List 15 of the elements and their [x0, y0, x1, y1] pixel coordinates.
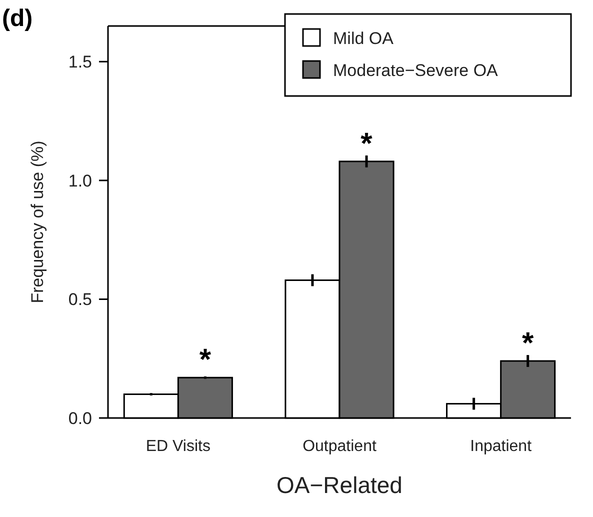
y-tick-label: 0.0 [68, 408, 92, 428]
annotation: * [360, 127, 373, 160]
annotation: * [522, 326, 534, 360]
x-axis-title: OA−Related [276, 472, 402, 498]
legend-label: Moderate−Severe OA [333, 60, 499, 80]
legend-label: Mild OA [333, 28, 394, 48]
y-tick-label: 1.5 [68, 52, 92, 72]
x-tick-label: Inpatient [470, 438, 532, 455]
y-tick-label: 0.5 [68, 290, 92, 310]
annotation: * [199, 344, 212, 377]
y-tick-label: 1.0 [68, 171, 92, 190]
x-tick-label: ED Visits [146, 438, 210, 455]
x-tick-label: Outpatient [302, 438, 377, 455]
y-axis-title: Frequency of use (%) [28, 140, 47, 304]
chart-title: (d) [2, 5, 33, 32]
